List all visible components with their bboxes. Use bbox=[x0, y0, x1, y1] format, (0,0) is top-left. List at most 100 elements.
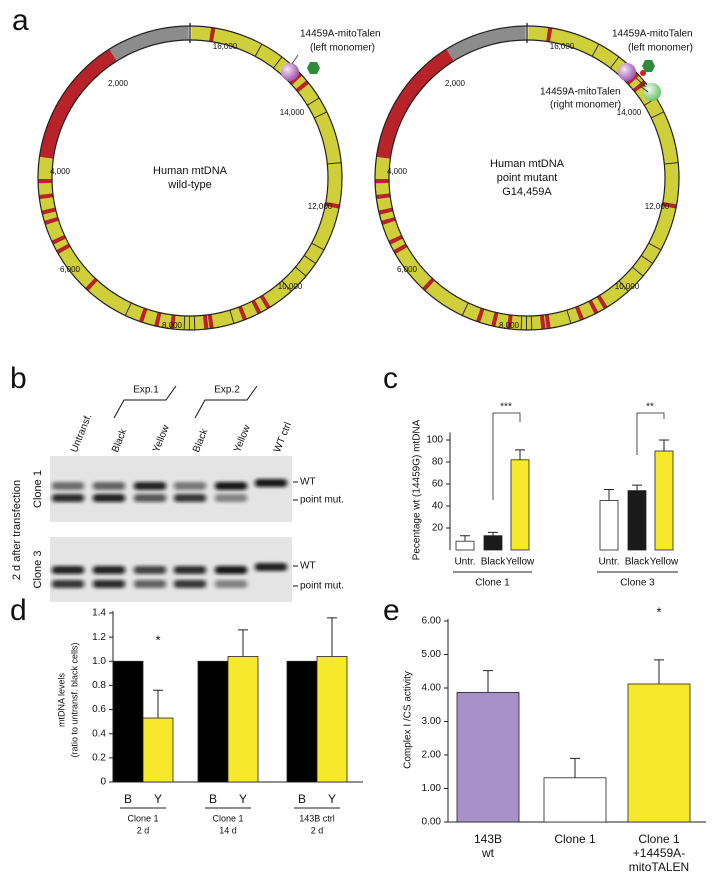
gene-mark bbox=[295, 80, 310, 93]
gene-mark bbox=[588, 299, 599, 315]
group-label: Clone 3 bbox=[620, 578, 655, 589]
gene-mark bbox=[56, 243, 71, 255]
ring-segment bbox=[446, 26, 526, 62]
group-label: Clone 1 bbox=[475, 578, 510, 589]
talen-right bbox=[643, 83, 661, 101]
gene-mark bbox=[38, 193, 54, 200]
gel-band bbox=[215, 494, 247, 502]
gene-mark bbox=[544, 314, 551, 329]
x-tick-label: B bbox=[298, 792, 306, 806]
error-bar bbox=[659, 439, 669, 451]
gel-band bbox=[215, 566, 247, 574]
gene-mark bbox=[375, 193, 391, 200]
map-title: G14,459A bbox=[502, 186, 552, 198]
gel-band bbox=[93, 566, 125, 574]
y-tick-label: 0.6 bbox=[92, 704, 106, 715]
position-label: 8,000 bbox=[499, 321, 520, 330]
gel-band bbox=[215, 580, 247, 588]
gene-mark bbox=[207, 314, 214, 329]
y-tick-label: 2.00 bbox=[422, 750, 442, 761]
gel-band bbox=[52, 494, 84, 502]
gene-mark bbox=[632, 80, 647, 93]
gel-band bbox=[174, 566, 206, 574]
y-axis-label: mtDNA levels bbox=[56, 672, 66, 727]
gene-mark bbox=[154, 312, 162, 327]
position-label: 14,000 bbox=[280, 108, 305, 117]
gene-boundary bbox=[281, 280, 292, 292]
y-tick-label: 0.8 bbox=[92, 680, 106, 691]
error-bar bbox=[515, 449, 525, 460]
experiment-bracket bbox=[113, 385, 177, 419]
clone-label: Clone 1 bbox=[32, 470, 44, 508]
bar bbox=[227, 656, 259, 783]
y-tick-label: 1.00 bbox=[422, 783, 442, 794]
x-tick-label: Untr. bbox=[598, 557, 619, 568]
position-label: 10,000 bbox=[278, 282, 303, 291]
x-tick-label: Yellow bbox=[506, 557, 535, 568]
gene-mark bbox=[546, 27, 553, 42]
y-axis-label: Pecentage wt (14459G) mtDNA bbox=[412, 419, 423, 560]
map-title: point mutant bbox=[497, 172, 558, 184]
gel bbox=[50, 537, 292, 602]
x-tick-label: Untr. bbox=[454, 557, 475, 568]
gel-band bbox=[52, 482, 84, 490]
x-tick-label: B bbox=[209, 792, 217, 806]
x-tick-label: B bbox=[124, 792, 132, 806]
y-tick-label: 0.2 bbox=[92, 752, 106, 763]
position-label: 6,000 bbox=[60, 265, 81, 274]
gene-boundary bbox=[307, 97, 320, 106]
side-label: 2 d after transfection bbox=[11, 480, 23, 580]
talen-left bbox=[281, 63, 299, 81]
map-title: Human mtDNA bbox=[153, 165, 228, 177]
gel-band bbox=[134, 566, 166, 574]
error-bar bbox=[654, 659, 664, 684]
group-label: 143B ctrl bbox=[299, 813, 335, 823]
bar bbox=[627, 683, 691, 823]
gene-boundary bbox=[295, 266, 307, 277]
talen-label: 14459A-mitoTalen bbox=[300, 29, 381, 40]
gene-mark bbox=[491, 312, 499, 327]
y-tick-label: 0.00 bbox=[422, 817, 442, 828]
gene-mark bbox=[378, 207, 394, 215]
error-bar bbox=[488, 531, 498, 536]
y-tick-label: 20 bbox=[432, 523, 444, 534]
error-bar bbox=[460, 535, 470, 542]
ring-segment bbox=[376, 49, 454, 159]
foki-domain bbox=[307, 62, 320, 74]
bar bbox=[286, 660, 318, 783]
position-label: 4,000 bbox=[50, 167, 71, 176]
position-label: 10,000 bbox=[615, 282, 640, 291]
gene-mark bbox=[422, 277, 435, 291]
group-label: Clone 1 bbox=[212, 813, 243, 823]
gel-band bbox=[255, 563, 287, 571]
y-tick-label: 40 bbox=[432, 501, 444, 512]
gene-mark bbox=[393, 243, 408, 254]
y-tick-label: 1.4 bbox=[92, 608, 106, 619]
band-label: point mut. bbox=[300, 581, 344, 592]
bar bbox=[456, 691, 520, 823]
y-axis-label: (ratio to untransf. black cells) bbox=[69, 642, 79, 757]
position-label: 4,000 bbox=[387, 167, 408, 176]
experiment-bracket bbox=[194, 385, 258, 419]
gene-mark bbox=[388, 234, 403, 245]
bar bbox=[543, 777, 607, 823]
gene-mark bbox=[85, 277, 98, 291]
gel-band bbox=[93, 580, 125, 588]
x-tick-label: Clone 1 bbox=[554, 832, 596, 846]
annotation-pointer bbox=[291, 54, 299, 65]
talen-label: (right monomer) bbox=[550, 100, 621, 111]
gel bbox=[50, 456, 292, 522]
gene-boundary bbox=[303, 255, 317, 264]
gene-boundary bbox=[618, 280, 629, 292]
gene-mark bbox=[238, 305, 247, 321]
gel-band bbox=[255, 479, 287, 487]
position-label: 6,000 bbox=[397, 265, 418, 274]
gene-mark bbox=[325, 201, 340, 209]
experiment-label: Exp.1 bbox=[133, 385, 159, 396]
significance: ** bbox=[646, 402, 654, 413]
position-label: 12,000 bbox=[645, 202, 670, 211]
map-title: wild-type bbox=[167, 179, 211, 191]
talen-label: 14459A-mitoTalen bbox=[612, 29, 693, 40]
x-tick-label: +14459A- bbox=[633, 846, 685, 860]
mtdna-map: Human mtDNA wild-type 16,000 2,000 4,000 6,00… bbox=[37, 23, 343, 331]
